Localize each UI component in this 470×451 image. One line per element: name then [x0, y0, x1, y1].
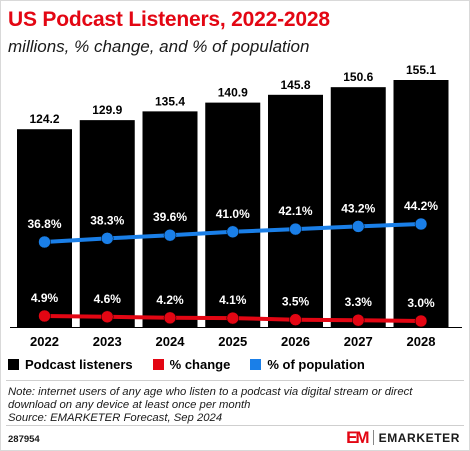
divider-bottom: [6, 425, 464, 426]
bar-label-2024: 135.4: [155, 94, 185, 108]
bar-label-2022: 124.2: [29, 112, 59, 126]
bar-label-2026: 145.8: [280, 78, 310, 92]
brand-mark-icon: EM: [346, 428, 369, 447]
bar-2028: [393, 80, 449, 327]
bar-2027: [330, 87, 386, 327]
percent-change-label-2023: 4.6%: [94, 292, 122, 306]
bar-label-2028: 155.1: [406, 63, 436, 77]
population-share-label-2028: 44.2%: [404, 199, 438, 213]
page-title: US Podcast Listeners, 2022-2028: [8, 8, 330, 31]
x-tick-label-2028: 2028: [407, 334, 436, 349]
percent-change-point-2028: [414, 314, 428, 328]
percent-change-point-2025: [226, 311, 239, 325]
x-tick-label-2024: 2024: [156, 334, 186, 349]
chart-area: 124.2 129.9 135.4 140.9 145.8 150.6 155.1 2022 2…: [10, 63, 462, 349]
legend-item-percent-change: % change: [152, 357, 231, 372]
population-share-label-2026: 42.1%: [278, 204, 312, 218]
percent-change-label-2022: 4.9%: [31, 291, 59, 305]
population-share-label-2024: 39.6%: [153, 210, 187, 224]
percent-change-label-2027: 3.3%: [345, 295, 373, 309]
page-subtitle: millions, % change, and % of population: [8, 37, 310, 56]
bar-2023: [79, 120, 135, 327]
percent-change-point-2024: [163, 311, 177, 325]
legend-label-percent-of-population: % of population: [267, 357, 365, 372]
bar-2022: [17, 129, 72, 327]
x-tick-label-2022: 2022: [30, 334, 59, 349]
bar-2026: [268, 94, 323, 327]
legend-swatch-podcast-listeners: [8, 359, 19, 370]
percent-change-label-2024: 4.2%: [156, 293, 184, 307]
population-share-point-2022: [38, 235, 51, 249]
legend-label-percent-change: % change: [169, 357, 231, 372]
percent-change-label-2026: 3.5%: [282, 295, 310, 309]
brand-name: EMARKETER: [378, 430, 460, 445]
x-tick-label-2023: 2023: [93, 334, 122, 349]
percent-change-point-2027: [352, 313, 365, 327]
population-share-point-2023: [101, 232, 114, 245]
legend-swatch-percent-change: [152, 359, 164, 370]
percent-change-point-2026: [289, 313, 302, 326]
bar-2024: [142, 111, 198, 327]
source-text: Source: EMARKETER Forecast, Sep 2024: [8, 412, 223, 424]
bar-label-2025: 140.9: [218, 86, 248, 100]
chart-id: 287954: [8, 434, 40, 445]
population-share-point-2024: [163, 228, 177, 242]
percent-change-label-2028: 3.0%: [407, 296, 435, 310]
population-share-label-2025: 41.0%: [216, 207, 250, 221]
population-share-point-2027: [352, 220, 365, 233]
legend-item-percent-of-population: % of population: [250, 357, 365, 372]
population-share-label-2027: 43.2%: [341, 201, 375, 215]
x-tick-label-2025: 2025: [218, 334, 247, 349]
population-share-point-2028: [414, 217, 428, 231]
x-tick-label-2027: 2027: [344, 334, 373, 349]
chart-legend: Podcast listeners % change % of populati…: [8, 357, 385, 372]
note-text: Note: internet users of any age who list…: [8, 386, 413, 411]
percent-change-point-2023: [101, 310, 114, 324]
x-tick-label-2026: 2026: [281, 334, 310, 349]
legend-label-podcast-listeners: Podcast listeners: [25, 357, 133, 372]
bar-2025: [205, 102, 261, 327]
legend-item-podcast-listeners: Podcast listeners: [8, 357, 133, 372]
percent-change-point-2022: [38, 309, 51, 323]
legend-swatch-percent-of-population: [250, 359, 262, 370]
bar-label-2023: 129.9: [92, 103, 122, 117]
population-share-label-2022: 36.8%: [27, 217, 61, 231]
population-share-label-2023: 38.3%: [90, 213, 124, 227]
population-share-point-2026: [289, 222, 302, 236]
population-share-point-2025: [226, 225, 239, 239]
brand-separator: [372, 430, 374, 445]
brand-logo: EM EMARKETER: [346, 429, 460, 446]
bar-label-2027: 150.6: [343, 70, 373, 84]
percent-change-label-2025: 4.1%: [219, 293, 247, 307]
divider-top: [6, 380, 464, 381]
footnote: Note: internet users of any age who list…: [8, 386, 463, 425]
